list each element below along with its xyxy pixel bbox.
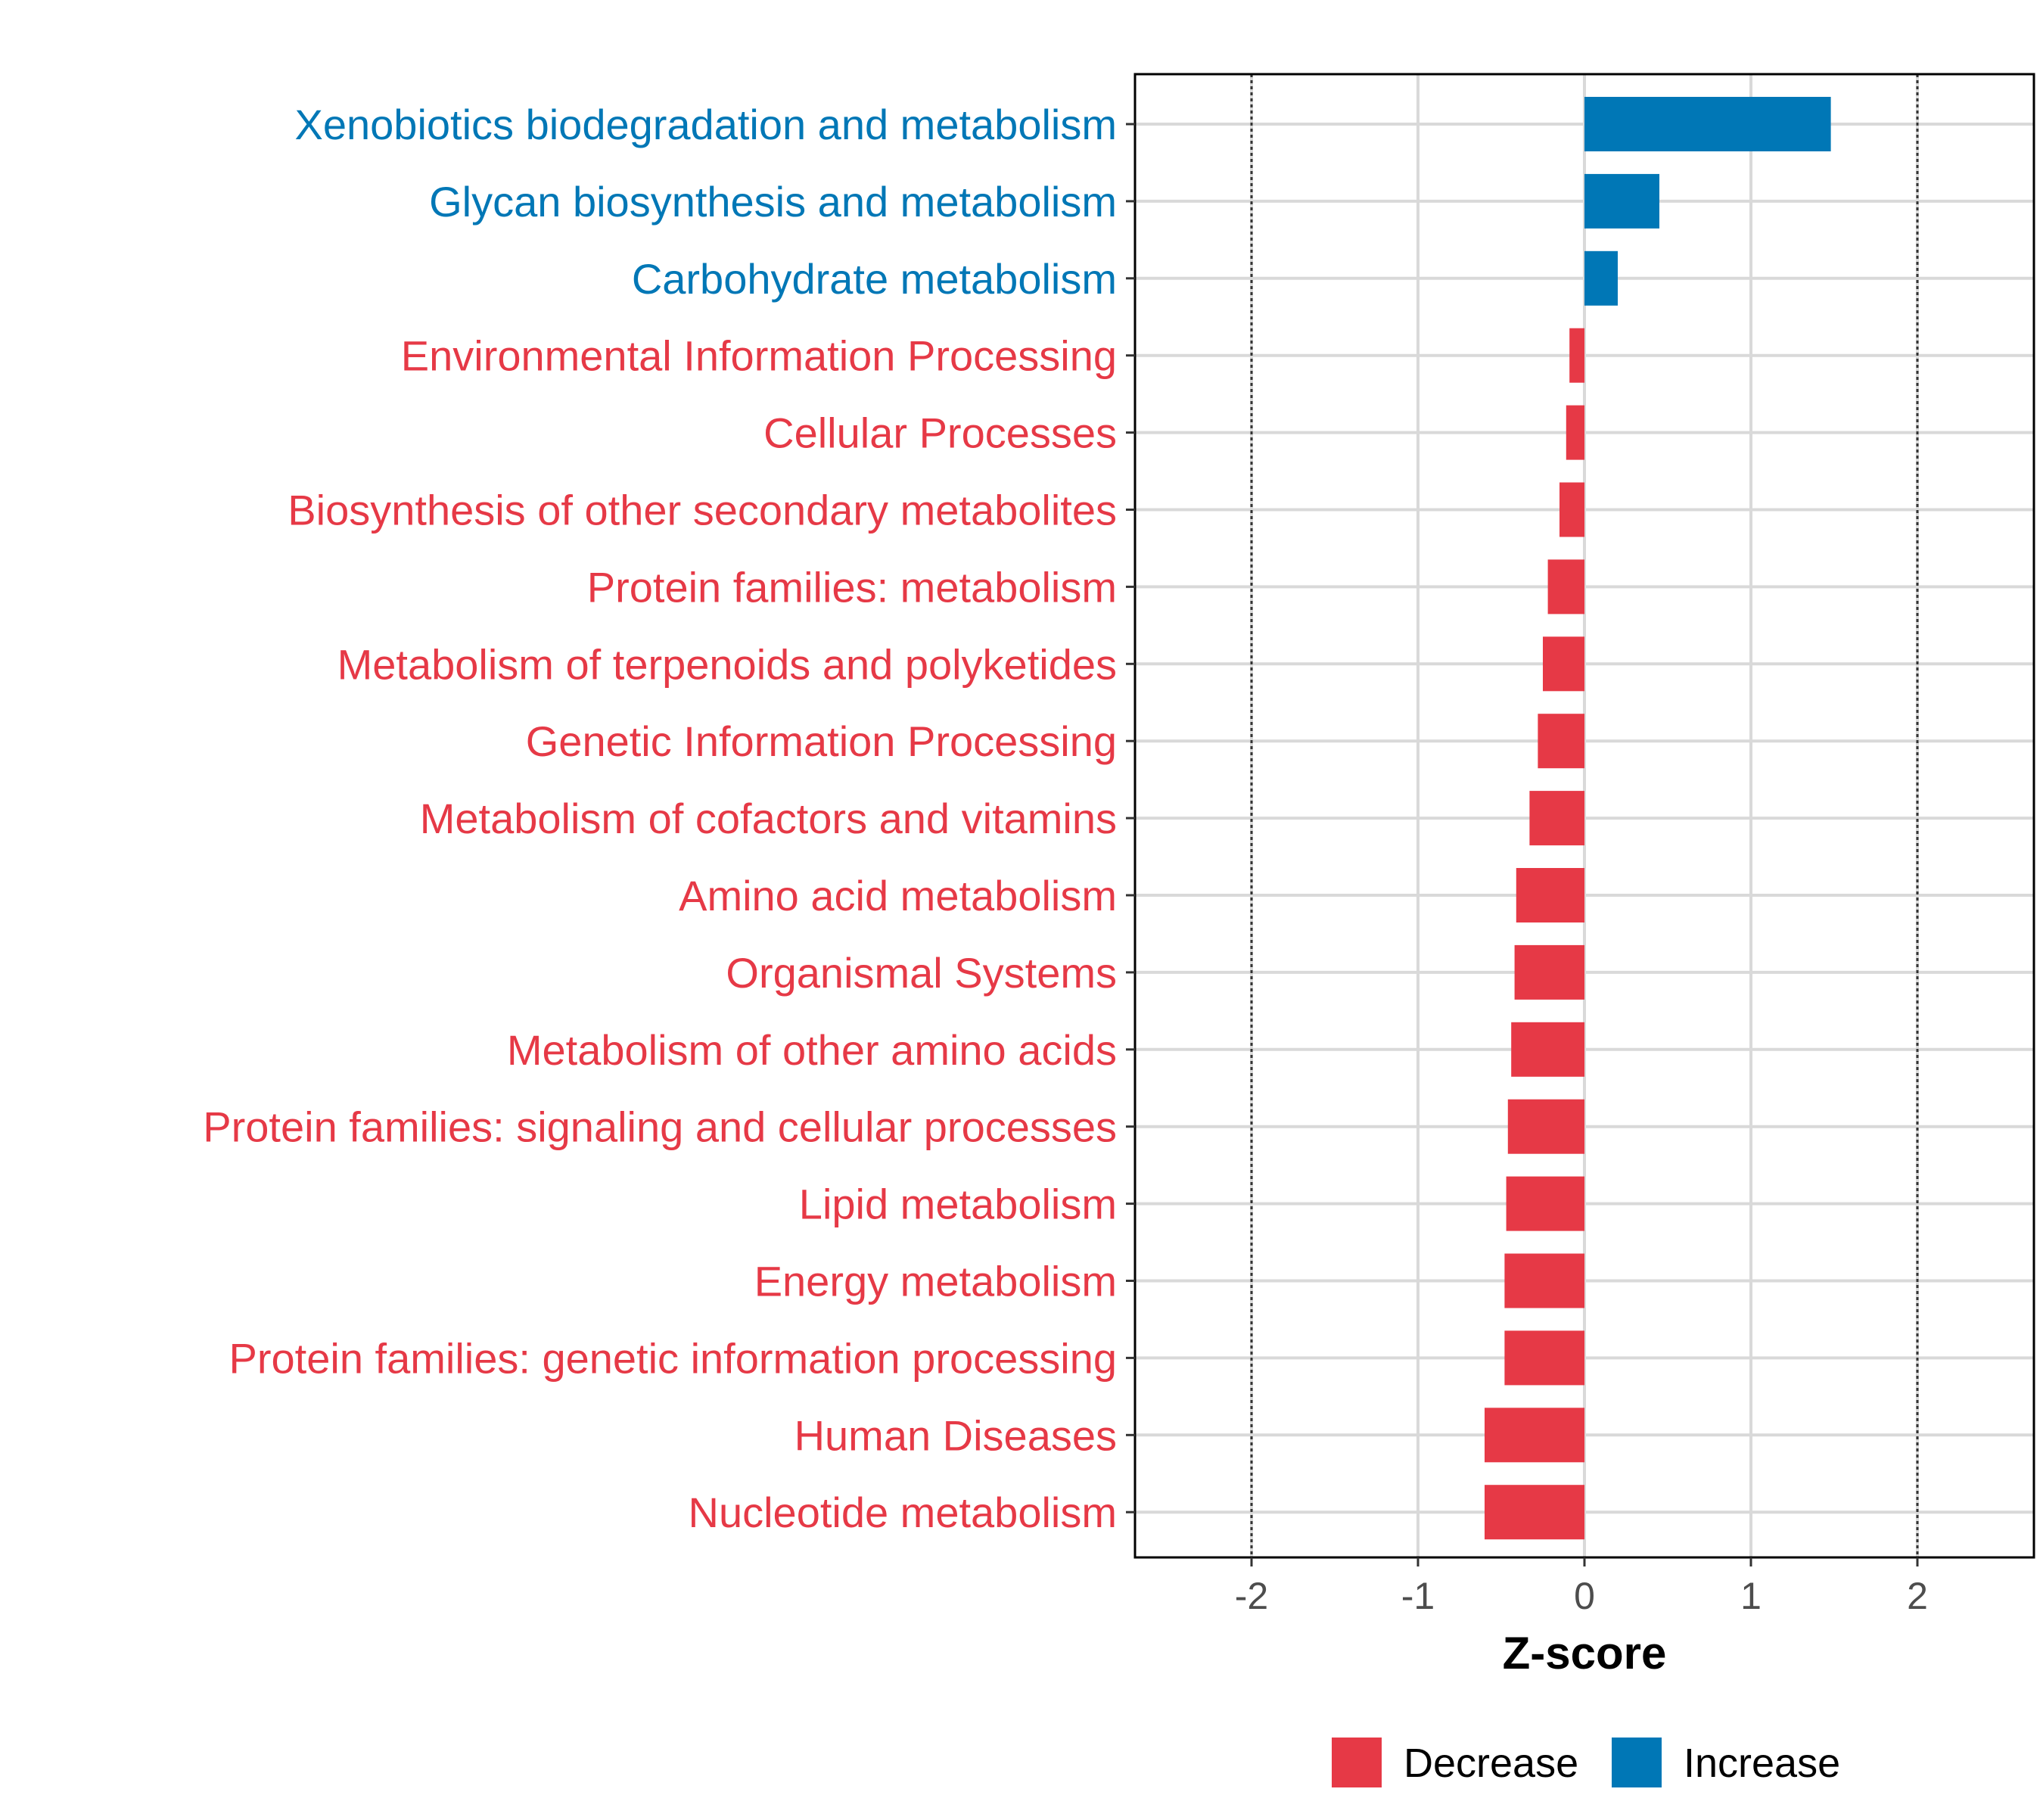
category-label: Protein families: metabolism [587, 563, 1117, 611]
category-label: Human Diseases [794, 1411, 1117, 1459]
bar [1485, 1485, 1584, 1540]
legend: Decrease Increase [1332, 1738, 1840, 1787]
bar [1538, 714, 1584, 769]
category-label: Metabolism of other amino acids [507, 1026, 1117, 1074]
bar [1485, 1408, 1584, 1463]
category-label: Glycan biosynthesis and metabolism [429, 178, 1117, 226]
bar [1559, 482, 1584, 537]
category-label: Metabolism of terpenoids and polyketides [337, 640, 1117, 688]
category-label: Environmental Information Processing [401, 332, 1117, 380]
bar [1504, 1330, 1584, 1386]
bar [1584, 97, 1831, 151]
x-tick-label: -2 [1235, 1575, 1268, 1617]
category-label: Energy metabolism [754, 1258, 1117, 1305]
bar [1506, 1176, 1584, 1231]
category-label: Xenobiotics biodegradation and metabolis… [295, 101, 1117, 148]
bar [1584, 173, 1659, 229]
bar [1584, 250, 1618, 306]
x-tick-label: 1 [1740, 1575, 1762, 1617]
bar [1516, 868, 1584, 922]
category-label: Carbohydrate metabolism [632, 255, 1117, 303]
category-label: Cellular Processes [763, 409, 1117, 457]
x-tick-label: -1 [1401, 1575, 1435, 1617]
bar [1543, 636, 1584, 692]
category-label: Protein families: signaling and cellular… [203, 1103, 1117, 1151]
x-tick-label: 2 [1907, 1575, 1928, 1617]
category-label: Organismal Systems [726, 949, 1117, 997]
legend-label-increase: Increase [1684, 1741, 1840, 1786]
category-label: Nucleotide metabolism [689, 1489, 1117, 1536]
category-label: Lipid metabolism [799, 1181, 1117, 1228]
bar [1504, 1253, 1584, 1308]
bar [1547, 559, 1584, 614]
legend-label-decrease: Decrease [1404, 1741, 1578, 1786]
axis-layer [1126, 73, 2035, 1566]
category-label: Metabolism of cofactors and vitamins [420, 795, 1117, 842]
bar-layer [1485, 97, 1831, 1540]
bar [1507, 1099, 1584, 1154]
bar [1569, 328, 1584, 383]
category-label: Amino acid metabolism [679, 872, 1117, 919]
category-label: Protein families: genetic information pr… [229, 1334, 1117, 1382]
label-layer: Xenobiotics biodegradation and metabolis… [203, 101, 1928, 1617]
category-label: Biosynthesis of other secondary metaboli… [288, 487, 1117, 534]
legend-swatch-decrease [1332, 1738, 1382, 1787]
bar [1514, 944, 1584, 1000]
bar [1511, 1022, 1584, 1077]
category-label: Genetic Information Processing [526, 717, 1117, 765]
legend-swatch-increase [1612, 1738, 1662, 1787]
x-tick-label: 0 [1574, 1575, 1595, 1617]
bar [1566, 405, 1584, 460]
bar [1529, 791, 1584, 846]
x-axis-title: Z-score [1503, 1628, 1667, 1678]
